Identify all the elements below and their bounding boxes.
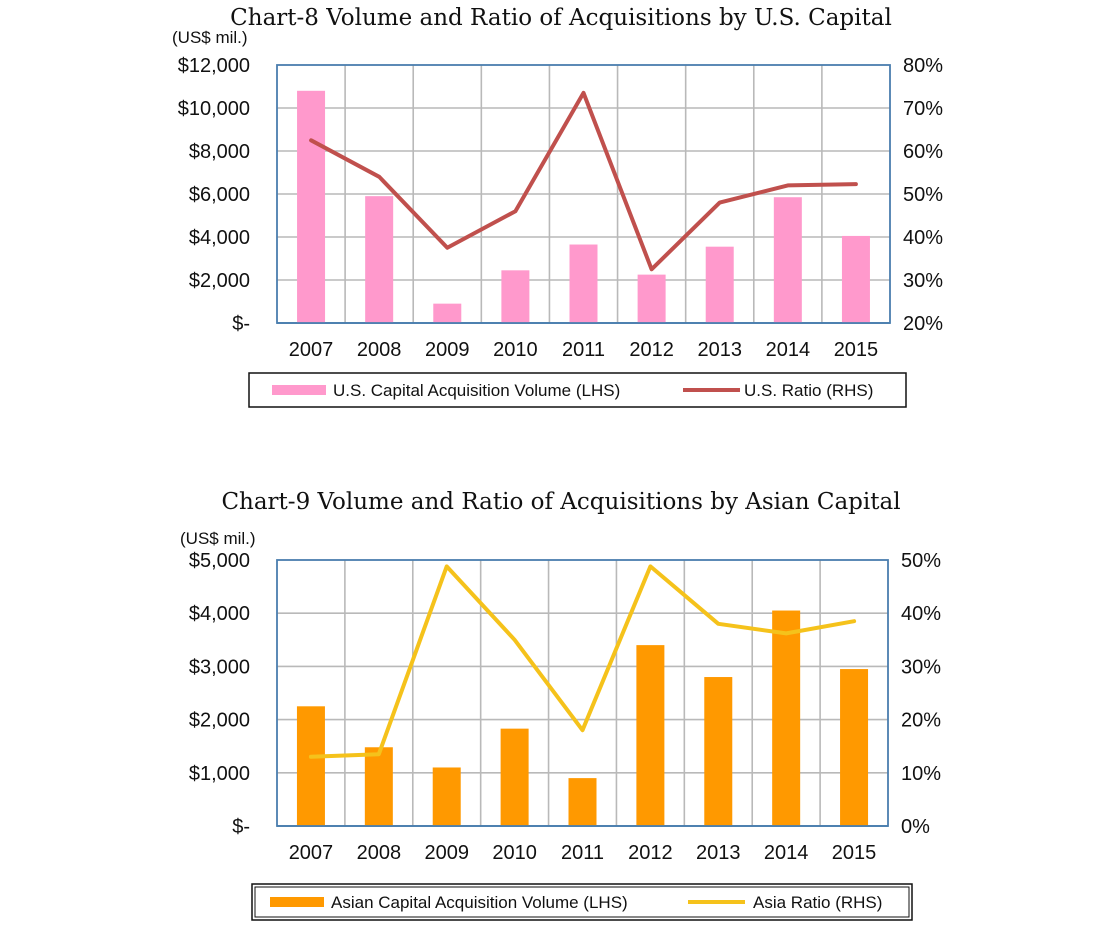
chart-8-bar-2010 (501, 270, 530, 323)
chart-9: $- $1,000 $2,000 $3,000 $4,000 $5,000 0% 10% 20%… (189, 550, 941, 921)
chart-8-right-tick-label: 80% (903, 55, 943, 77)
chart-8-left-tick-label: $6,000 (189, 184, 250, 206)
chart-8-left-tick-label: $- (232, 313, 250, 335)
chart-8-left-tick-label: $10,000 (178, 98, 250, 120)
chart-9-category-label: 2009 (424, 842, 469, 864)
chart-9-left-tick-label: $2,000 (189, 710, 250, 732)
chart-9-left-tick-label: $3,000 (189, 656, 250, 678)
chart-8-bar-2012 (637, 274, 666, 323)
chart-8-bar-2009 (433, 303, 462, 323)
chart-8-category-label: 2007 (289, 339, 334, 361)
chart-8-legend: U.S. Capital Acquisition Volume (LHS) U.S… (248, 372, 907, 408)
chart-9-legend-box (251, 883, 913, 921)
chart-9-category-label: 2013 (696, 842, 741, 864)
chart-9-left-tick-label: $- (232, 816, 250, 838)
chart-9-right-tick-label: 10% (901, 763, 941, 785)
chart-8-bar-2007 (297, 90, 326, 323)
chart-8-category-label: 2014 (766, 339, 811, 361)
chart-9-category-label: 2012 (628, 842, 673, 864)
chart-9-right-tick-label: 0% (901, 816, 930, 838)
chart-9-left-tick-label: $1,000 (189, 763, 250, 785)
chart-8-bar-2015 (841, 235, 870, 323)
chart-8-left-tick-label: $8,000 (189, 141, 250, 163)
chart-8-right-tick-label: 70% (903, 98, 943, 120)
chart-9-category-label: 2007 (289, 842, 334, 864)
chart-9-bar-2010 (500, 728, 529, 826)
chart-8-left-tick-label: $4,000 (189, 227, 250, 249)
chart-9-legend-label: Asian Capital Acquisition Volume (LHS) (331, 893, 628, 912)
chart-9-category-label: 2008 (357, 842, 402, 864)
chart-8: $- $2,000 $4,000 $6,000 $8,000 $10,000 $12,000… (178, 55, 943, 408)
chart-9-category-label: 2010 (492, 842, 537, 864)
chart-8-category-label: 2011 (562, 339, 605, 361)
chart-9-left-tick-label: $5,000 (189, 550, 250, 572)
chart-9-right-tick-label: 30% (901, 656, 941, 678)
chart-9-unit-label: (US$ mil.) (180, 529, 256, 548)
chart-9-bar-2008 (364, 747, 393, 826)
chart-9-left-tick-label: $4,000 (189, 603, 250, 625)
chart-8-left-tick-label: $2,000 (189, 270, 250, 292)
chart-9-right-tick-label: 50% (901, 550, 941, 572)
chart-9-legend-label: Asia Ratio (RHS) (753, 893, 882, 912)
chart-9-bar-2013 (704, 677, 733, 826)
chart-8-title: Chart-8 Volume and Ratio of Acquisitions… (230, 5, 892, 31)
chart-9-bar-2007 (296, 706, 325, 826)
chart-8-right-tick-label: 30% (903, 270, 943, 292)
chart-8-legend-label: U.S. Capital Acquisition Volume (LHS) (333, 381, 620, 400)
chart-8-category-label: 2013 (697, 339, 742, 361)
chart-8-unit-label: (US$ mil.) (172, 28, 248, 47)
chart-9-legend-inner-box (254, 886, 910, 918)
chart-8-category-label: 2008 (357, 339, 402, 361)
chart-8-category-label: 2009 (425, 339, 470, 361)
chart-9-category-label: 2011 (561, 842, 604, 864)
chart-8-category-label: 2010 (493, 339, 538, 361)
chart-9-bar-2011 (568, 778, 597, 826)
chart-8-right-tick-label: 20% (903, 313, 943, 335)
chart-9-legend: Asian Capital Acquisition Volume (LHS) As… (251, 883, 913, 921)
chart-9-right-tick-label: 40% (901, 603, 941, 625)
chart-8-right-tick-label: 60% (903, 141, 943, 163)
chart-8-legend-box (248, 372, 907, 408)
chart-8-right-tick-label: 40% (903, 227, 943, 249)
chart-8-bar-2011 (569, 244, 598, 323)
chart-8-right-tick-label: 50% (903, 184, 943, 206)
chart-9-category-label: 2014 (764, 842, 809, 864)
chart-9-right-tick-label: 20% (901, 710, 941, 732)
chart-8-bar-2013 (705, 246, 734, 323)
chart-9-bar-2009 (432, 767, 461, 826)
chart-9-category-label: 2015 (832, 842, 877, 864)
chart-8-legend-label: U.S. Ratio (RHS) (744, 381, 873, 400)
chart-8-category-label: 2012 (629, 339, 674, 361)
chart-9-bar-2012 (636, 645, 665, 826)
chart-9-title: Chart-9 Volume and Ratio of Acquisitions… (221, 489, 900, 515)
chart-8-left-tick-label: $12,000 (178, 55, 250, 77)
chart-8-legend-bar-swatch (272, 385, 326, 395)
chart-9-bar-2015 (840, 669, 869, 826)
chart-9-bar-2014 (772, 610, 801, 826)
chart-9-legend-bar-swatch (270, 897, 324, 907)
chart-8-bar-2014 (773, 197, 802, 323)
chart-8-category-label: 2015 (834, 339, 879, 361)
chart-8-bar-2008 (365, 196, 394, 323)
